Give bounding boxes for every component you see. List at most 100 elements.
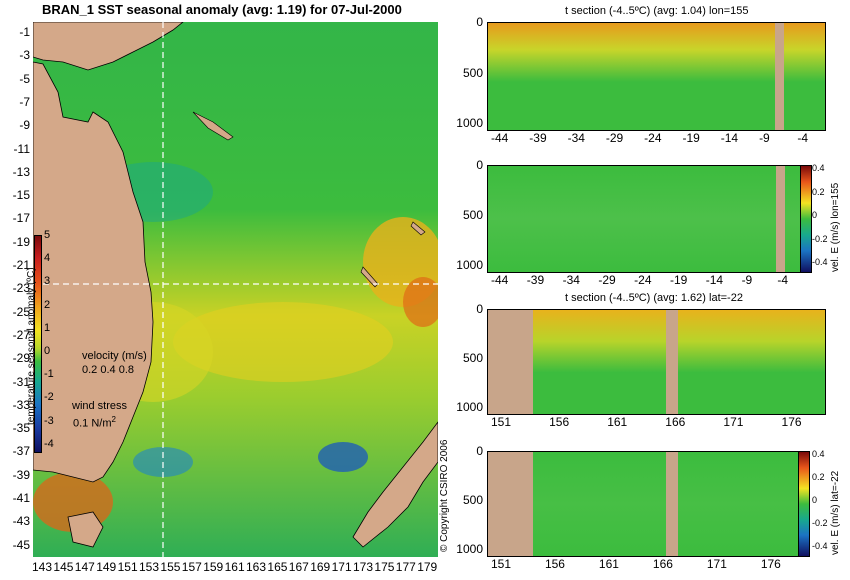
section-x-tick: -34 — [562, 273, 580, 287]
section-x-tick: 166 — [665, 415, 686, 429]
depth-tick: 0 — [476, 158, 483, 172]
longitude-tick: 159 — [203, 560, 224, 574]
sst-colorbar-tick: 0 — [44, 345, 51, 357]
section-x-tick: 171 — [723, 415, 744, 429]
sst-colorbar — [34, 235, 42, 453]
velocity-colorbar-tick: -0.2 — [812, 233, 828, 244]
section-x-tick: 176 — [760, 557, 781, 571]
warm-patch — [173, 302, 393, 382]
latitude-tick: -15 — [12, 188, 30, 203]
velocity-colorbar-tick: 0.2 — [812, 472, 825, 482]
sst-colorbar-tick: -4 — [44, 437, 54, 450]
section-x-tick: 166 — [652, 557, 673, 571]
section-x-tick: 151 — [491, 557, 512, 571]
section-x-tick: -9 — [741, 273, 753, 287]
longitude-tick: 153 — [139, 560, 160, 574]
velocity-colorbar-tick: 0 — [812, 210, 818, 220]
panel2-colorbar — [800, 165, 812, 273]
latitude-tick: -31 — [12, 374, 30, 389]
sst-colorbar-tick: 2 — [44, 298, 51, 311]
latitude-tick: -39 — [12, 467, 30, 482]
section-x-tick: -19 — [682, 131, 700, 145]
cool-patch — [318, 442, 368, 472]
depth-tick: 0 — [476, 444, 483, 458]
section-x-tick: -9 — [759, 131, 770, 145]
longitude-tick: 151 — [117, 560, 138, 574]
section-x-tick: 161 — [598, 557, 619, 571]
section-x-tick: -19 — [669, 273, 688, 287]
section-x-tick: -29 — [598, 273, 616, 287]
depth-tick: 500 — [462, 65, 483, 80]
depth-tick: 500 — [462, 351, 483, 365]
longitude-tick: 143 — [32, 560, 53, 574]
section-x-tick: -24 — [644, 131, 662, 145]
latitude-tick: -33 — [12, 397, 30, 412]
section-x-tick: -14 — [720, 131, 739, 145]
section-x-tick: -44 — [491, 131, 509, 145]
sst-colorbar-tick: 3 — [44, 275, 51, 288]
latitude-tick: -41 — [12, 491, 30, 505]
longitude-tick: 149 — [96, 560, 117, 574]
sst-colorbar-tick: -3 — [44, 414, 54, 427]
sst-colorbar-tick: 5 — [44, 229, 51, 241]
depth-tick: 1000 — [456, 400, 483, 414]
velocity-colorbar-tick: 0 — [812, 495, 818, 505]
longitude-tick: 169 — [310, 560, 331, 574]
velocity-legend-scale: 0.2 0.4 0.8 — [82, 364, 134, 376]
latitude-tick: -23 — [12, 281, 30, 296]
section-x-tick: 161 — [607, 415, 628, 429]
velocity-colorbar-tick: -0.2 — [812, 518, 828, 528]
sst-colorbar-tick: -1 — [44, 368, 54, 381]
longitude-tick: 163 — [246, 560, 267, 574]
copyright: © Copyright CSIRO 2006 — [439, 439, 450, 552]
panel4-colorbar-label: vel. E (m/s) lat=-22 — [830, 470, 841, 555]
longitude-tick: 167 — [288, 560, 309, 574]
velocity-colorbar-tick: 0.2 — [812, 186, 825, 197]
section-x-tick: -24 — [634, 273, 652, 287]
longitude-tick: 147 — [74, 560, 95, 574]
wind-legend-scale: 0.1 N/m2 — [73, 415, 116, 430]
warm-patch — [403, 277, 443, 327]
longitude-tick: 157 — [181, 560, 202, 574]
latitude-tick: -35 — [12, 421, 30, 436]
sst-colorbar-label: temperature seasonal anomaly (ºC) — [26, 267, 37, 425]
section-x-tick: -39 — [526, 273, 545, 287]
australia-land — [32, 61, 154, 483]
island — [360, 266, 379, 288]
depth-tick: 1000 — [456, 542, 483, 556]
island — [192, 111, 234, 141]
latitude-tick: -27 — [12, 327, 30, 342]
latitude-tick: -3 — [19, 48, 30, 63]
velocity-colorbar-tick: -0.4 — [812, 541, 828, 551]
velocity-colorbar-tick: 0.4 — [812, 163, 825, 173]
velocity-legend-title: velocity (m/s) — [82, 350, 147, 362]
depth-tick: 500 — [462, 493, 483, 507]
panel1-title: t section (-4..5ºC) (avg: 1.04) lon=155 — [565, 5, 749, 17]
latitude-tick: -11 — [13, 141, 30, 156]
longitude-tick: 173 — [353, 560, 374, 574]
depth-tick: 1000 — [456, 116, 483, 130]
longitude-tick: 145 — [53, 560, 74, 574]
depth-tick: 0 — [476, 302, 483, 316]
latitude-tick: -1 — [19, 25, 30, 39]
panel4-plot — [487, 451, 802, 557]
latitude-tick: -19 — [12, 234, 30, 249]
sst-colorbar-tick: 4 — [44, 252, 51, 265]
new-guinea-land — [32, 21, 185, 71]
section-x-tick: -4 — [777, 273, 789, 287]
longitude-tick: 165 — [267, 560, 288, 574]
panel1-plot — [487, 22, 826, 131]
island — [410, 221, 426, 236]
longitude-tick: 179 — [417, 560, 438, 574]
latitude-tick: -43 — [12, 514, 30, 529]
panel3-title: t section (-4..5ºC) (avg: 1.62) lat=-22 — [565, 292, 743, 304]
latitude-tick: -29 — [12, 351, 30, 366]
panel2-colorbar-label: vel. E (m/s) lon=155 — [830, 182, 841, 272]
section-x-tick: -4 — [797, 131, 809, 145]
velocity-colorbar-tick: -0.4 — [812, 257, 828, 267]
latitude-tick: -45 — [12, 537, 30, 552]
wind-legend-title: wind stress — [72, 400, 128, 412]
latitude-tick: -25 — [12, 304, 30, 319]
latitude-tick: -17 — [12, 211, 30, 226]
section-x-tick: 156 — [549, 415, 570, 429]
